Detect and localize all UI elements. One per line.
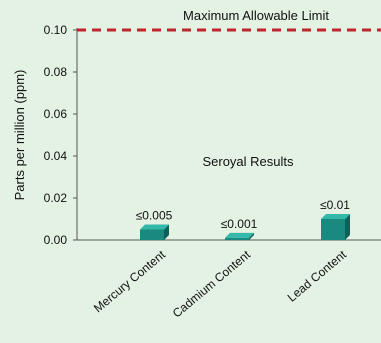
bar-top — [140, 224, 169, 230]
y-tick-label: 0.04 — [44, 149, 68, 163]
series-annotation: Seroyal Results — [202, 154, 294, 169]
bar-top — [321, 214, 350, 219]
data-label: ≤0.01 — [320, 198, 350, 212]
bar — [321, 219, 345, 240]
reference-line-label: Maximum Allowable Limit — [183, 8, 329, 23]
bar-top — [225, 232, 254, 238]
data-label: ≤0.005 — [136, 209, 173, 223]
y-axis-label: Parts per million (ppm) — [12, 70, 27, 201]
bar-side — [249, 232, 254, 240]
y-tick-label: 0.02 — [44, 191, 68, 205]
y-tick-label: 0.06 — [44, 107, 68, 121]
y-tick-label: 0.00 — [44, 233, 68, 247]
bar — [225, 237, 249, 240]
y-tick-label: 0.08 — [44, 65, 68, 79]
bar-side — [345, 214, 350, 240]
data-label: ≤0.001 — [221, 217, 258, 231]
bar — [140, 229, 164, 240]
y-tick-label: 0.10 — [44, 23, 68, 37]
bar-side — [164, 224, 169, 240]
